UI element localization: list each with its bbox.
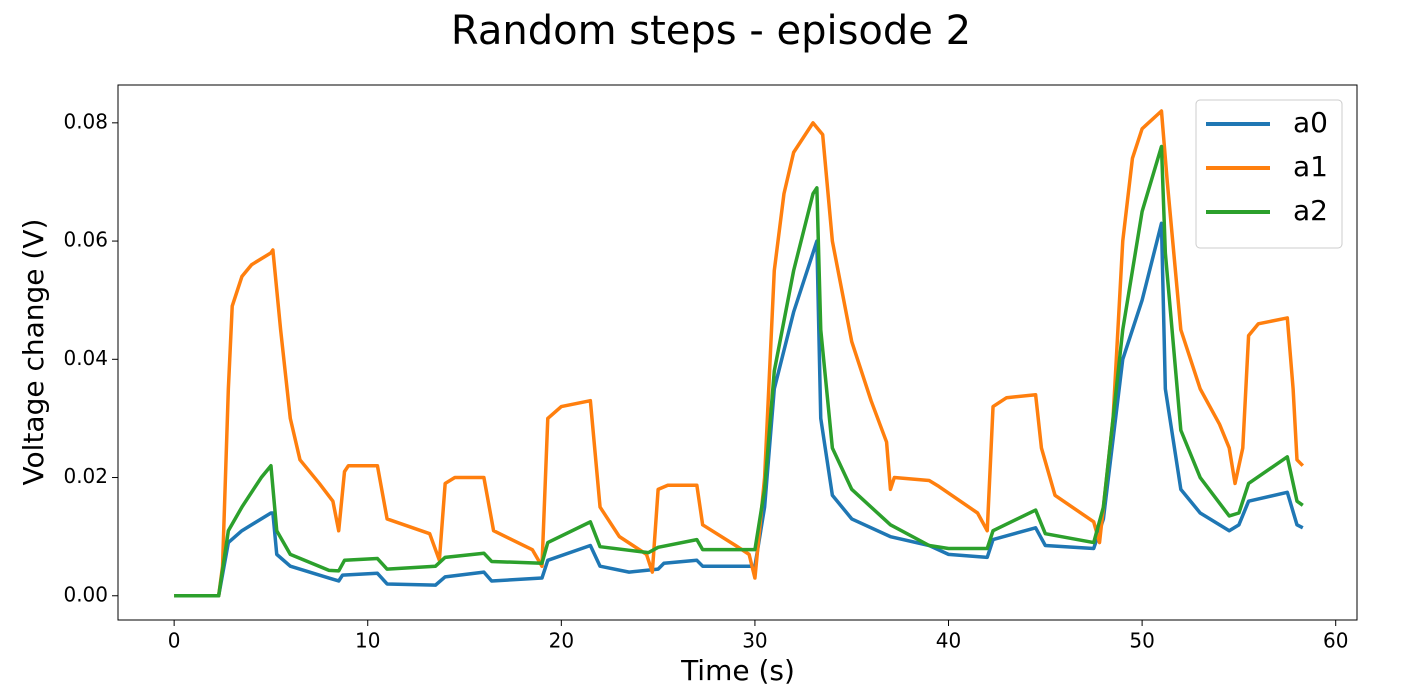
- series-line: [174, 144, 1304, 598]
- x-tick-label: 10: [355, 629, 380, 653]
- x-axis-label: Time (s): [680, 654, 795, 687]
- x-tick-label: 50: [1129, 629, 1154, 653]
- y-tick-label: 0.06: [63, 228, 108, 252]
- y-axis-label: Voltage change (V): [17, 219, 50, 486]
- series-line: [174, 221, 1304, 598]
- x-tick-label: 40: [936, 629, 961, 653]
- plot-frame: [117, 84, 1358, 621]
- legend-label: a1: [1293, 150, 1328, 183]
- legend-label: a0: [1293, 106, 1328, 139]
- x-tick-label: 0: [168, 629, 181, 653]
- chart-title: Random steps - episode 2: [451, 8, 971, 54]
- x-tick-label: 30: [742, 629, 767, 653]
- y-tick-label: 0.08: [63, 109, 108, 133]
- y-tick-label: 0.04: [63, 346, 108, 370]
- legend-label: a2: [1293, 194, 1328, 227]
- series-line: [174, 109, 1305, 598]
- x-tick-label: 20: [549, 629, 574, 653]
- y-tick-label: 0.02: [63, 464, 108, 488]
- x-tick-label: 60: [1323, 629, 1348, 653]
- y-tick-label: 0.00: [63, 582, 108, 606]
